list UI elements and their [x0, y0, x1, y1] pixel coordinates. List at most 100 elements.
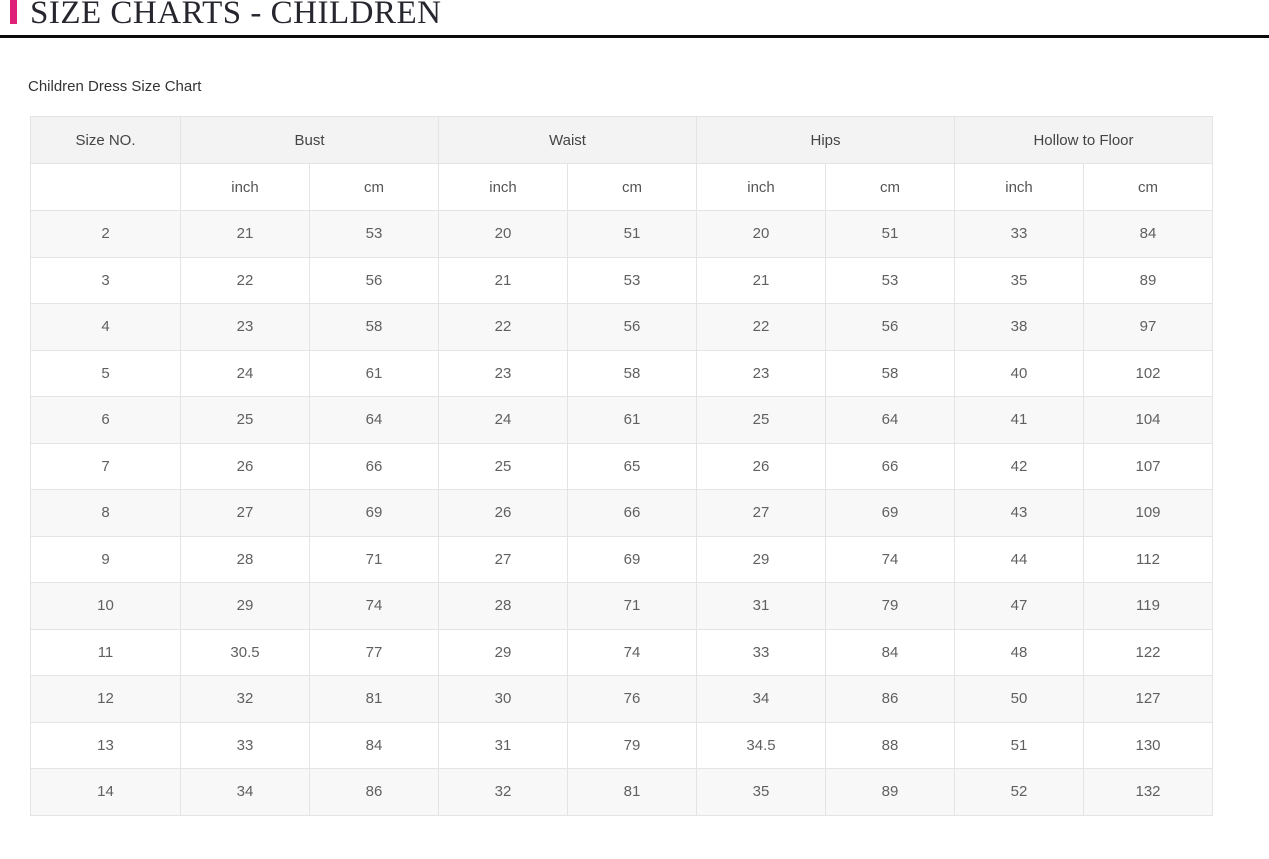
measurement-cell: 69 — [309, 489, 439, 537]
table-row: 9 28 71 27 69 29 74 44 112 — [30, 535, 1213, 583]
measurement-cell: 26 — [438, 489, 568, 537]
unit-header-cell — [30, 163, 181, 211]
table-row: 3 22 56 21 53 21 53 35 89 — [30, 256, 1213, 304]
measurement-cell: 61 — [309, 349, 439, 397]
measurement-cell: 21 — [180, 210, 310, 258]
table-row: 5 24 61 23 58 23 58 40 102 — [30, 349, 1213, 397]
measurement-cell: 58 — [567, 349, 697, 397]
measurement-cell: 66 — [825, 442, 955, 490]
measurement-cell: 30.5 — [180, 628, 310, 676]
measurement-cell: 56 — [309, 256, 439, 304]
group-header-cell: Hollow to Floor — [954, 116, 1213, 164]
unit-header-cell: inch — [696, 163, 826, 211]
measurement-cell: 22 — [438, 303, 568, 351]
measurement-cell: 48 — [954, 628, 1084, 676]
measurement-cell: 26 — [180, 442, 310, 490]
measurement-cell: 56 — [825, 303, 955, 351]
size-number-cell: 3 — [30, 256, 181, 304]
measurement-cell: 44 — [954, 535, 1084, 583]
measurement-cell: 58 — [825, 349, 955, 397]
measurement-cell: 25 — [696, 396, 826, 444]
measurement-cell: 21 — [438, 256, 568, 304]
measurement-cell: 104 — [1083, 396, 1213, 444]
measurement-cell: 51 — [954, 721, 1084, 769]
measurement-cell: 20 — [696, 210, 826, 258]
measurement-cell: 71 — [309, 535, 439, 583]
measurement-cell: 79 — [825, 582, 955, 630]
measurement-cell: 23 — [180, 303, 310, 351]
measurement-cell: 71 — [567, 582, 697, 630]
measurement-cell: 33 — [954, 210, 1084, 258]
unit-header-row: inch cm inch cm inch cm inch cm — [30, 163, 1213, 211]
measurement-cell: 65 — [567, 442, 697, 490]
page-title: SIZE CHARTS - CHILDREN — [30, 0, 442, 31]
table-row: 6 25 64 24 61 25 64 41 104 — [30, 396, 1213, 444]
page-header: SIZE CHARTS - CHILDREN — [0, 0, 1269, 35]
measurement-cell: 64 — [309, 396, 439, 444]
measurement-cell: 31 — [696, 582, 826, 630]
size-number-cell: 7 — [30, 442, 181, 490]
measurement-cell: 23 — [696, 349, 826, 397]
table-row: 10 29 74 28 71 31 79 47 119 — [30, 582, 1213, 630]
measurement-cell: 58 — [309, 303, 439, 351]
size-number-cell: 5 — [30, 349, 181, 397]
measurement-cell: 127 — [1083, 675, 1213, 723]
measurement-cell: 28 — [180, 535, 310, 583]
measurement-cell: 42 — [954, 442, 1084, 490]
size-number-cell: 4 — [30, 303, 181, 351]
measurement-cell: 130 — [1083, 721, 1213, 769]
measurement-cell: 53 — [825, 256, 955, 304]
measurement-cell: 86 — [825, 675, 955, 723]
measurement-cell: 47 — [954, 582, 1084, 630]
measurement-cell: 34 — [696, 675, 826, 723]
measurement-cell: 74 — [825, 535, 955, 583]
unit-header-cell: cm — [567, 163, 697, 211]
unit-header-cell: cm — [309, 163, 439, 211]
measurement-cell: 34.5 — [696, 721, 826, 769]
table-row: 11 30.5 77 29 74 33 84 48 122 — [30, 628, 1213, 676]
measurement-cell: 89 — [1083, 256, 1213, 304]
size-number-cell: 10 — [30, 582, 181, 630]
measurement-cell: 22 — [180, 256, 310, 304]
size-number-cell: 13 — [30, 721, 181, 769]
measurement-cell: 86 — [309, 768, 439, 816]
measurement-cell: 74 — [309, 582, 439, 630]
measurement-cell: 84 — [825, 628, 955, 676]
measurement-cell: 66 — [567, 489, 697, 537]
measurement-cell: 81 — [567, 768, 697, 816]
measurement-cell: 28 — [438, 582, 568, 630]
measurement-cell: 31 — [438, 721, 568, 769]
measurement-cell: 52 — [954, 768, 1084, 816]
measurement-cell: 22 — [696, 303, 826, 351]
measurement-cell: 33 — [180, 721, 310, 769]
measurement-cell: 20 — [438, 210, 568, 258]
measurement-cell: 43 — [954, 489, 1084, 537]
table-row: 4 23 58 22 56 22 56 38 97 — [30, 303, 1213, 351]
table-row: 8 27 69 26 66 27 69 43 109 — [30, 489, 1213, 537]
size-number-cell: 2 — [30, 210, 181, 258]
measurement-cell: 61 — [567, 396, 697, 444]
measurement-cell: 24 — [438, 396, 568, 444]
measurement-cell: 97 — [1083, 303, 1213, 351]
measurement-cell: 66 — [309, 442, 439, 490]
table-head: Size NO. Bust Waist Hips Hollow to Floor inch… — [30, 116, 1213, 211]
size-chart-table: Size NO. Bust Waist Hips Hollow to Floor inch… — [30, 116, 1213, 816]
measurement-cell: 32 — [438, 768, 568, 816]
measurement-cell: 74 — [567, 628, 697, 676]
measurement-cell: 79 — [567, 721, 697, 769]
measurement-cell: 33 — [696, 628, 826, 676]
size-number-cell: 9 — [30, 535, 181, 583]
measurement-cell: 56 — [567, 303, 697, 351]
measurement-cell: 27 — [696, 489, 826, 537]
table-body: 2 21 53 20 51 20 51 33 84 3 22 56 21 53 21 53 35 89 4 23 58 2… — [30, 210, 1213, 816]
measurement-cell: 69 — [825, 489, 955, 537]
measurement-cell: 69 — [567, 535, 697, 583]
measurement-cell: 102 — [1083, 349, 1213, 397]
measurement-cell: 64 — [825, 396, 955, 444]
measurement-cell: 25 — [438, 442, 568, 490]
unit-header-cell: inch — [438, 163, 568, 211]
measurement-cell: 29 — [180, 582, 310, 630]
measurement-cell: 29 — [438, 628, 568, 676]
measurement-cell: 34 — [180, 768, 310, 816]
measurement-cell: 132 — [1083, 768, 1213, 816]
